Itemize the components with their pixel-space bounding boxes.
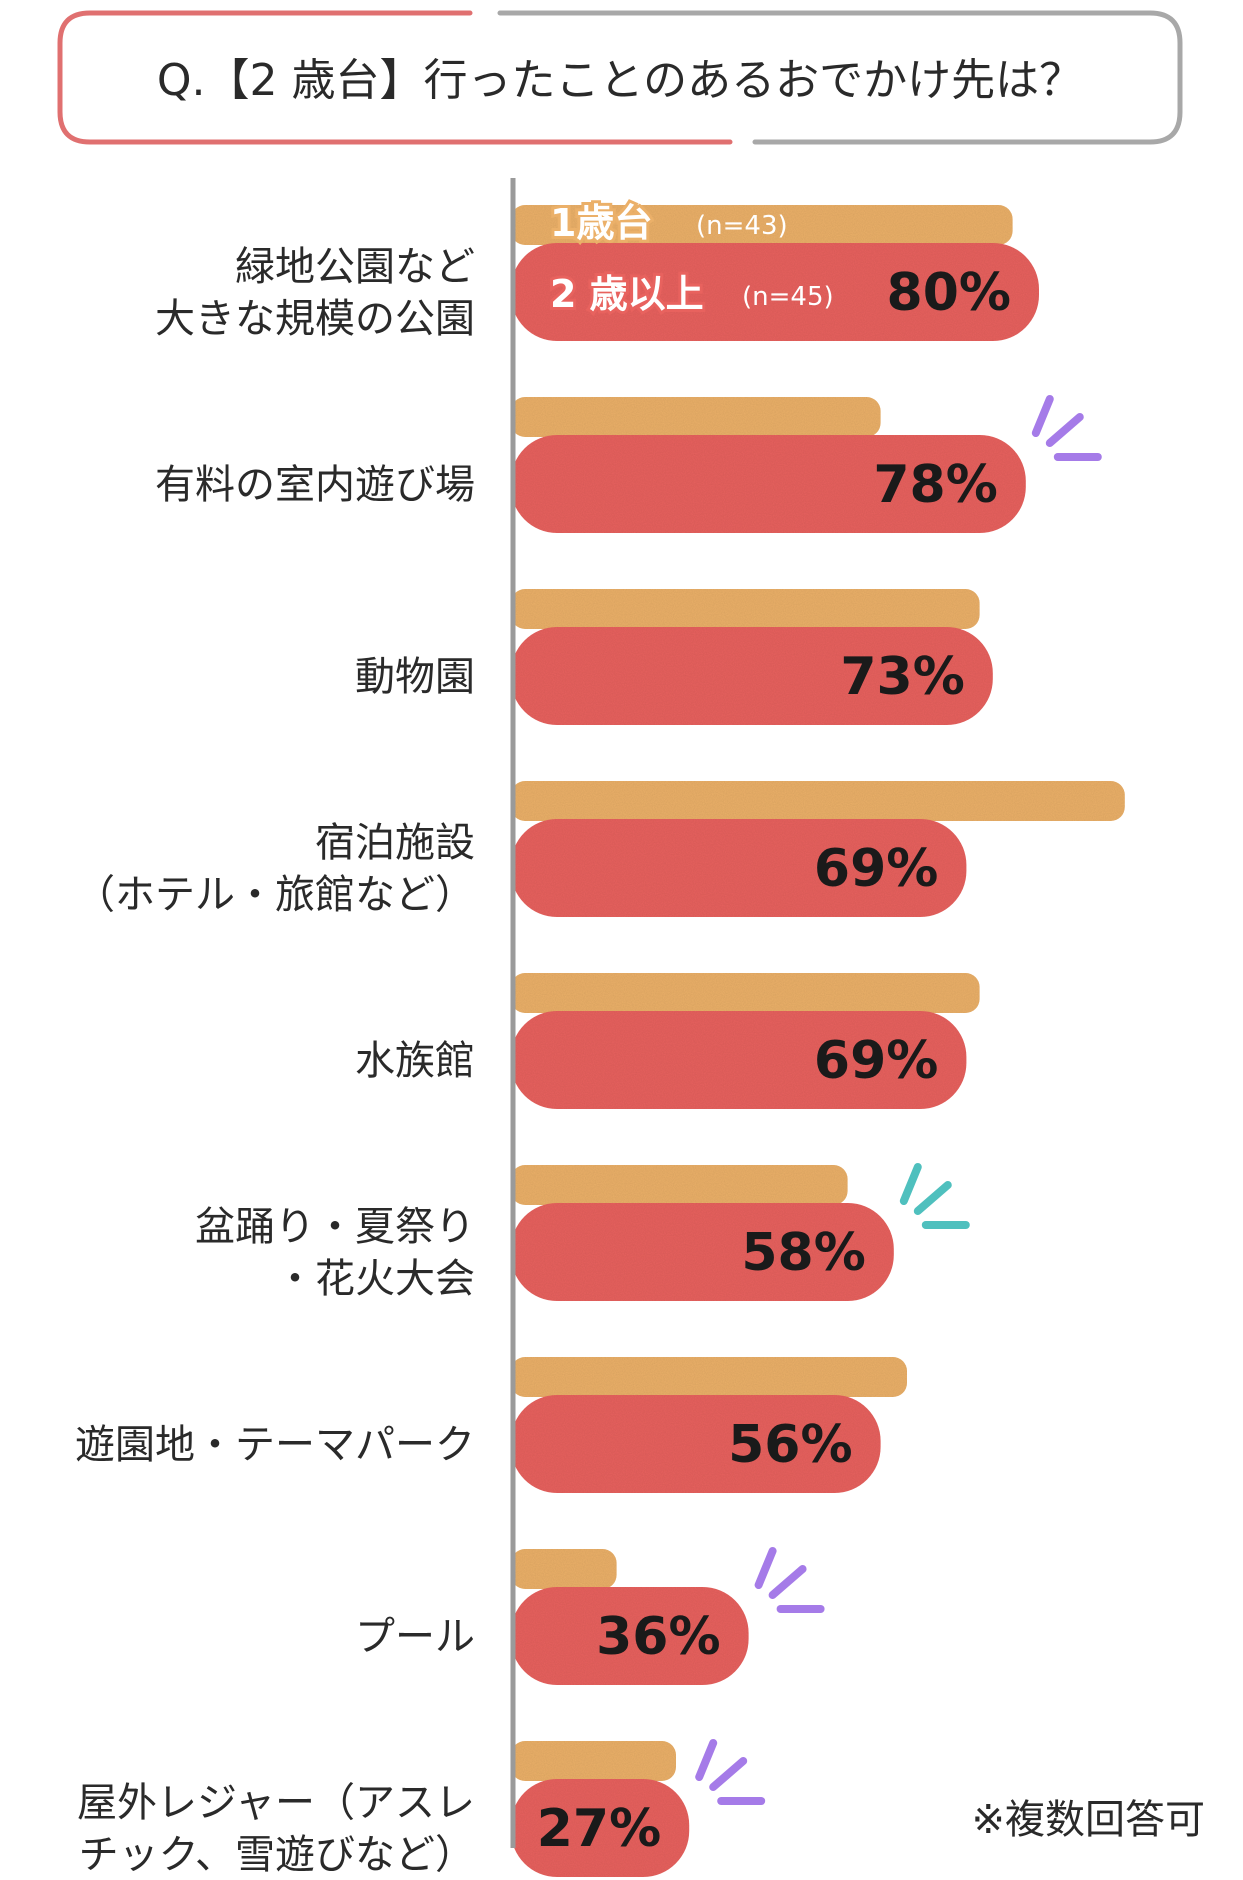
bar-series1-5	[511, 1165, 848, 1205]
category-label-0-0: 緑地公園など	[235, 244, 475, 290]
category-label-8-1: チック、雪遊びなど）	[79, 1832, 475, 1878]
chart-title: Q.【2 歳台】行ったことのあるおでかけ先は？	[157, 55, 1083, 106]
bar-series1-3	[511, 781, 1125, 821]
legend-series1-name: 1歳台	[550, 201, 652, 245]
legend-series1-n: (n=43)	[696, 211, 788, 241]
category-label-7-0: プール	[355, 1614, 475, 1660]
bar-series2-6	[511, 1395, 881, 1493]
value-label-0: 80%	[887, 263, 1011, 323]
value-label-1: 78%	[873, 455, 997, 515]
bar-series1-6	[511, 1357, 907, 1397]
bar-series2-1	[511, 435, 1026, 533]
title-border-right	[497, 10, 1183, 145]
category-label-8-0: 屋外レジャー（アスレ	[77, 1780, 475, 1826]
legend: 1歳台 (n=43) 2 歳以上 (n=45)	[547, 198, 834, 319]
bar-series2-3	[511, 819, 967, 917]
category-label-5-0: 盆踊り・夏祭り	[195, 1204, 475, 1250]
bar-series1-8	[511, 1741, 676, 1781]
title-box: Q.【2 歳台】行ったことのあるおでかけ先は？	[57, 10, 1183, 145]
legend-series2-n: (n=45)	[742, 282, 834, 312]
category-label-3-0: 宿泊施設	[315, 820, 475, 866]
category-label-0-1: 大きな規模の公園	[155, 296, 475, 342]
bar-series1-7	[511, 1549, 617, 1589]
value-label-4: 69%	[814, 1031, 938, 1091]
legend-series2-name: 2 歳以上	[550, 272, 704, 316]
title-border-left	[57, 10, 733, 145]
category-label-2-0: 動物園	[355, 654, 475, 700]
bar-series1-0	[511, 205, 1013, 245]
category-label-6-0: 遊園地・テーマパーク	[75, 1422, 475, 1468]
value-label-8: 27%	[537, 1799, 661, 1859]
category-label-4-0: 水族館	[355, 1038, 475, 1084]
bar-series1-2	[511, 589, 980, 629]
bar-series2-2	[511, 627, 993, 725]
bars: 80% 78% 73% 69% 69% 58% 56% 36% 27% 1歳台 (n=43) 2 歳以…	[511, 198, 1125, 1877]
bar-series2-7	[511, 1587, 749, 1685]
value-label-7: 36%	[596, 1607, 720, 1667]
bar-series2-8	[511, 1779, 690, 1877]
highlight-decorations	[695, 395, 1102, 1805]
bar-series2-5	[511, 1203, 894, 1301]
value-label-6: 56%	[728, 1415, 852, 1475]
bar-series2-4	[511, 1011, 967, 1109]
category-label-1-0: 有料の室内遊び場	[155, 462, 475, 508]
bar-series1-4	[511, 973, 980, 1013]
sparkle-lines-icon-7	[754, 1547, 825, 1613]
sparkle-lines-icon-1	[1031, 395, 1102, 461]
bar-series1-1	[511, 397, 881, 437]
value-label-2: 73%	[840, 647, 964, 707]
category-label-3-1: （ホテル・旅館など）	[75, 872, 475, 918]
bar-series2-0	[511, 243, 1039, 341]
footnote: ※複数回答可	[971, 1797, 1205, 1843]
sparkle-lines-icon-8	[695, 1739, 766, 1805]
category-label-5-1: ・花火大会	[275, 1256, 475, 1302]
value-label-3: 69%	[814, 839, 938, 899]
value-label-5: 58%	[741, 1223, 865, 1283]
sparkle-lines-icon-5	[899, 1163, 970, 1229]
